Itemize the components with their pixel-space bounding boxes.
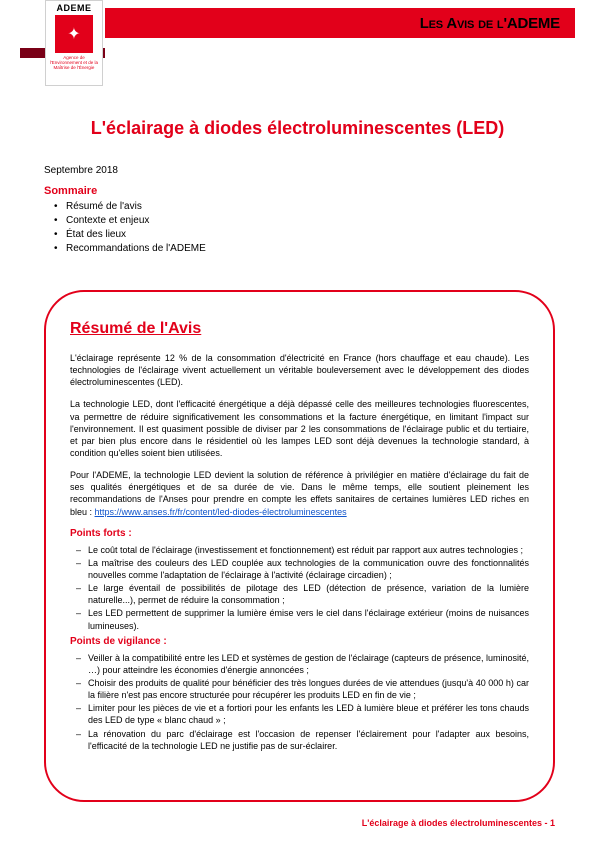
sommaire-block: Sommaire Résumé de l'avis Contexte et en… [44, 185, 555, 256]
sommaire-list: Résumé de l'avis Contexte et enjeux État… [44, 200, 555, 256]
resume-heading: Résumé de l'Avis [70, 320, 529, 338]
resume-box: Résumé de l'Avis L'éclairage représente … [44, 290, 555, 802]
points-vigilance-item: Limiter pour les pièces de vie et a fort… [76, 702, 529, 726]
points-forts-list: Le coût total de l'éclairage (investisse… [70, 544, 529, 632]
resume-paragraph: Pour l'ADEME, la technologie LED devient… [70, 469, 529, 518]
points-forts-item: Le coût total de l'éclairage (investisse… [76, 544, 529, 556]
series-title: Les Avis de l'ADEME [420, 15, 560, 32]
resume-paragraph: La technologie LED, dont l'efficacité én… [70, 398, 529, 459]
sommaire-item: Résumé de l'avis [54, 200, 555, 214]
points-forts-item: Le large éventail de possibilités de pil… [76, 582, 529, 606]
sommaire-heading: Sommaire [44, 185, 555, 197]
logo-icon: ✦ [55, 15, 93, 53]
points-forts-heading: Points forts : [70, 528, 529, 539]
resume-paragraph: L'éclairage représente 12 % de la consom… [70, 352, 529, 388]
points-vigilance-list: Veiller à la compatibilité entre les LED… [70, 652, 529, 752]
anses-link[interactable]: https://www.anses.fr/fr/content/led-diod… [95, 507, 347, 517]
points-forts-item: La maîtrise des couleurs des LED couplée… [76, 557, 529, 581]
logo-box: ADEME ✦ Agence de l'Environnement et de … [45, 0, 103, 86]
sommaire-item: Recommandations de l'ADEME [54, 242, 555, 256]
logo-text: ADEME [48, 3, 100, 13]
page-footer: L'éclairage à diodes électroluminescente… [362, 818, 555, 828]
header-bar: Les Avis de l'ADEME [105, 8, 575, 38]
points-vigilance-heading: Points de vigilance : [70, 636, 529, 647]
points-vigilance-item: La rénovation du parc d'éclairage est l'… [76, 728, 529, 752]
sommaire-item: Contexte et enjeux [54, 214, 555, 228]
points-vigilance-item: Choisir des produits de qualité pour bén… [76, 677, 529, 701]
document-title: L'éclairage à diodes électroluminescente… [0, 118, 595, 139]
document-date: Septembre 2018 [44, 165, 118, 176]
points-vigilance-item: Veiller à la compatibilité entre les LED… [76, 652, 529, 676]
points-forts-item: Les LED permettent de supprimer la lumiè… [76, 607, 529, 631]
sommaire-item: État des lieux [54, 228, 555, 242]
logo-subtext: Agence de l'Environnement et de la Maîtr… [48, 56, 100, 71]
